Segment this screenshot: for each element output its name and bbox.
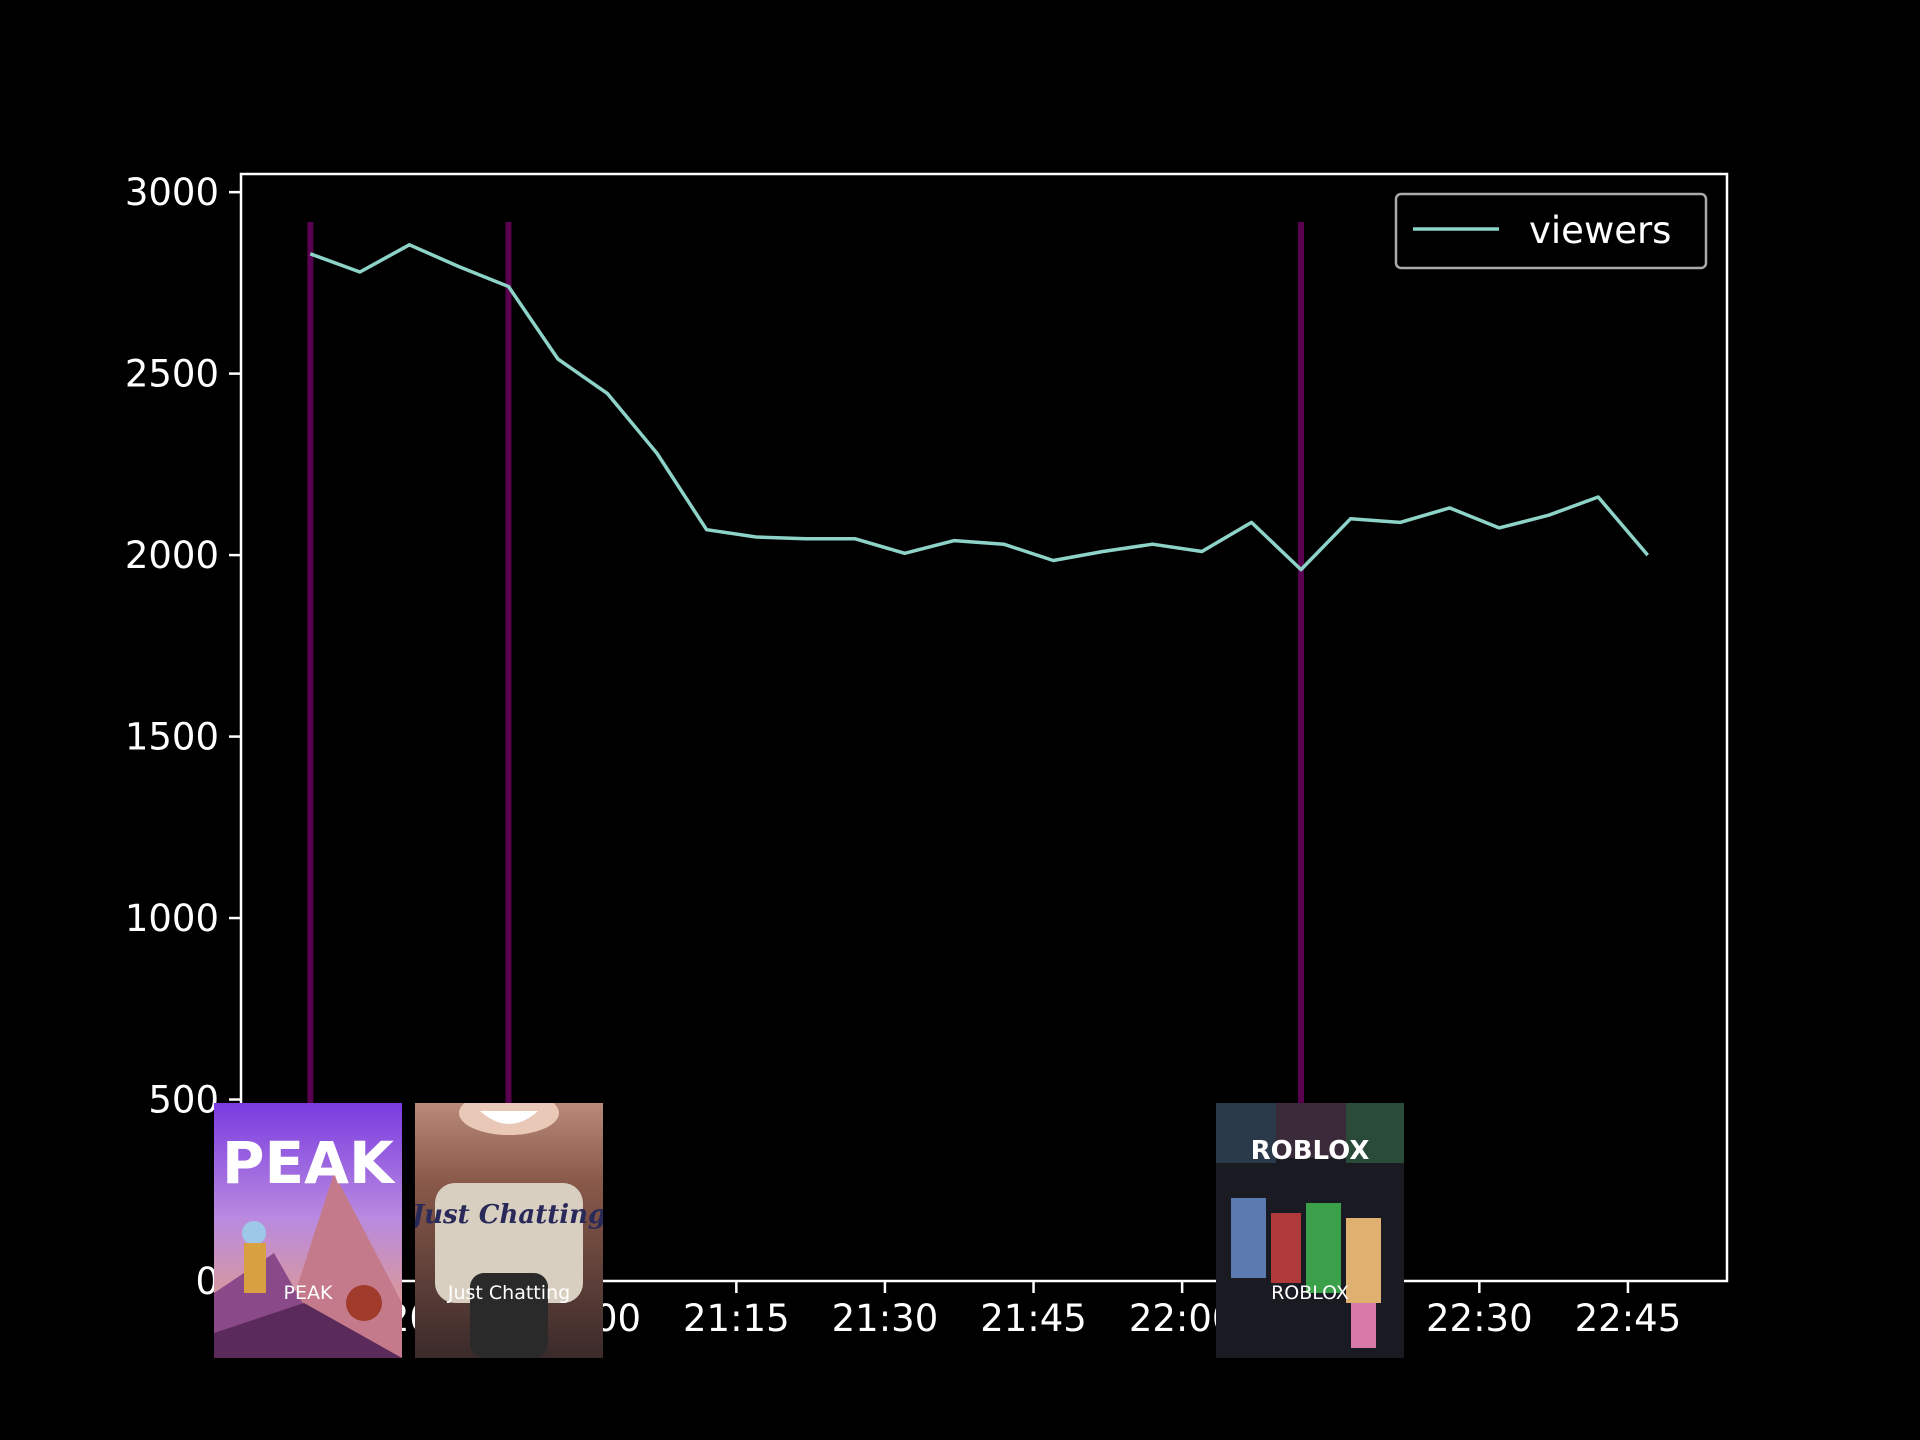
peak-game-art: PEAK [214, 1103, 402, 1358]
x-tick-label: 22:30 [1426, 1297, 1533, 1340]
y-tick-label: 2500 [125, 353, 219, 396]
y-tick-label: 1000 [125, 897, 219, 940]
thumbnail-just-chatting: Just Chatting Just Chatting [415, 1103, 603, 1358]
y-tick-label: 1500 [125, 716, 219, 759]
thumbnail-label: Just Chatting [447, 1282, 571, 1304]
thumbnail-roblox: ROBLOX ROBLOX [1216, 1103, 1404, 1358]
y-tick-label: 2000 [125, 534, 219, 577]
just-chatting-art-text: Just Chatting [415, 1200, 603, 1230]
peak-art-text: PEAK [222, 1129, 396, 1197]
y-tick-label: 0 [195, 1260, 219, 1303]
thumbnail-label: ROBLOX [1271, 1282, 1349, 1304]
roblox-game-art: ROBLOX [1216, 1103, 1404, 1358]
roblox-art-text: ROBLOX [1251, 1136, 1370, 1166]
x-tick-label: 21:45 [980, 1297, 1087, 1340]
thumbnail-peak: PEAK PEAK [214, 1103, 402, 1358]
axes-frame [239, 172, 1729, 1283]
series-layer [309, 243, 1650, 572]
y-tick-label: 500 [148, 1079, 219, 1122]
series-line-viewers [309, 243, 1650, 572]
legend-label: viewers [1529, 209, 1671, 252]
thumbnail-label: PEAK [283, 1282, 333, 1304]
just-chatting-art: Just Chatting [415, 1103, 603, 1358]
x-tick-label: 21:15 [683, 1297, 790, 1340]
y-tick-label: 3000 [125, 171, 219, 214]
y-axis: 0 500 1000 1500 2000 2500 3000 [125, 171, 241, 1303]
x-tick-label: 22:45 [1575, 1297, 1682, 1340]
legend-box [1394, 192, 1708, 270]
legend: viewers [1394, 192, 1708, 270]
x-tick-label: 21:30 [832, 1297, 939, 1340]
